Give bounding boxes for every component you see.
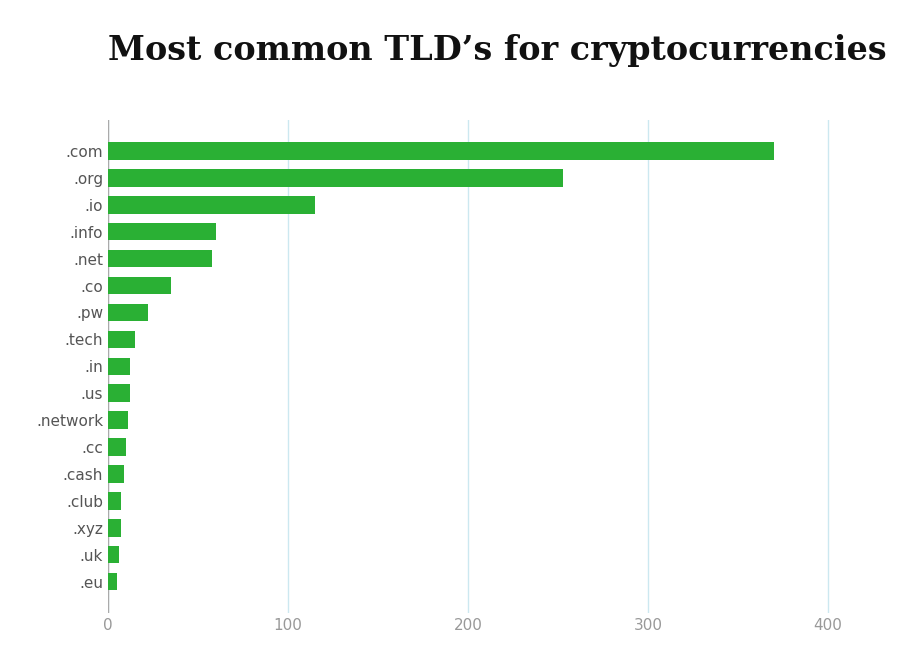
Bar xyxy=(108,169,563,186)
Text: Most common TLD’s for cryptocurrencies: Most common TLD’s for cryptocurrencies xyxy=(108,33,886,67)
Bar xyxy=(108,223,216,240)
Bar xyxy=(108,465,124,483)
Bar xyxy=(108,330,135,348)
Bar xyxy=(108,250,212,268)
Bar xyxy=(108,277,171,294)
Bar xyxy=(108,519,121,537)
Bar xyxy=(108,358,130,375)
Bar xyxy=(108,492,121,509)
Bar xyxy=(108,546,119,563)
Bar xyxy=(108,143,774,160)
Bar xyxy=(108,384,130,402)
Bar xyxy=(108,438,126,456)
Bar xyxy=(108,304,148,321)
Bar xyxy=(108,196,315,214)
Bar xyxy=(108,573,117,590)
Bar xyxy=(108,412,128,429)
